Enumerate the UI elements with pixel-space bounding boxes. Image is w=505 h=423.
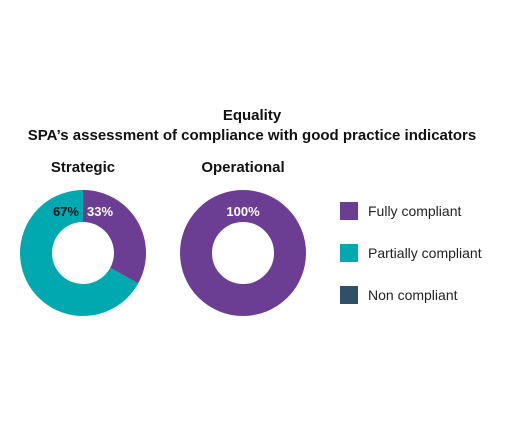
legend-swatch-fully-compliant: [340, 202, 358, 220]
legend-label-fully-compliant: Fully compliant: [368, 203, 461, 219]
strategic-title: Strategic: [51, 159, 115, 176]
chart-title: Equality: [223, 107, 282, 124]
strategic-label-partially-compliant: 67%: [53, 204, 79, 219]
operational-title: Operational: [201, 159, 284, 176]
legend-label-partially-compliant: Partially compliant: [368, 245, 482, 261]
strategic-slice-fully-compliant: [83, 190, 147, 284]
donut-charts: [20, 190, 306, 316]
strategic-slice-partially-compliant: [20, 190, 139, 316]
legend-label-non-compliant: Non compliant: [368, 287, 458, 303]
operational-slice-fully-compliant: [180, 190, 306, 316]
legend-swatch-partially-compliant: [340, 244, 358, 262]
data-labels: 67% 33% 100%: [53, 204, 260, 219]
chart-subtitle: SPA’s assessment of compliance with good…: [28, 127, 476, 144]
operational-label-fully-compliant: 100%: [226, 204, 260, 219]
legend: Fully compliant Partially compliant Non co…: [340, 202, 482, 304]
strategic-label-fully-compliant: 33%: [87, 204, 113, 219]
legend-swatch-non-compliant: [340, 286, 358, 304]
